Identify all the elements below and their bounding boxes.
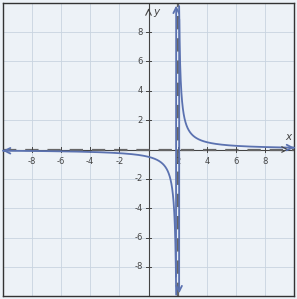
Text: -8: -8 <box>28 157 36 166</box>
Text: 8: 8 <box>262 157 268 166</box>
Text: -4: -4 <box>86 157 94 166</box>
Text: -8: -8 <box>134 263 143 271</box>
Text: 2: 2 <box>138 116 143 125</box>
Text: -6: -6 <box>134 233 143 242</box>
Text: 6: 6 <box>137 57 143 66</box>
Text: -2: -2 <box>135 174 143 183</box>
Text: 2: 2 <box>175 157 180 166</box>
Text: -4: -4 <box>135 204 143 213</box>
Text: 4: 4 <box>138 86 143 95</box>
Text: -6: -6 <box>57 157 65 166</box>
Text: y: y <box>153 7 159 17</box>
Text: x: x <box>285 132 291 142</box>
Text: 8: 8 <box>137 28 143 36</box>
Text: 4: 4 <box>204 157 209 166</box>
Text: 6: 6 <box>233 157 238 166</box>
Text: -2: -2 <box>115 157 124 166</box>
